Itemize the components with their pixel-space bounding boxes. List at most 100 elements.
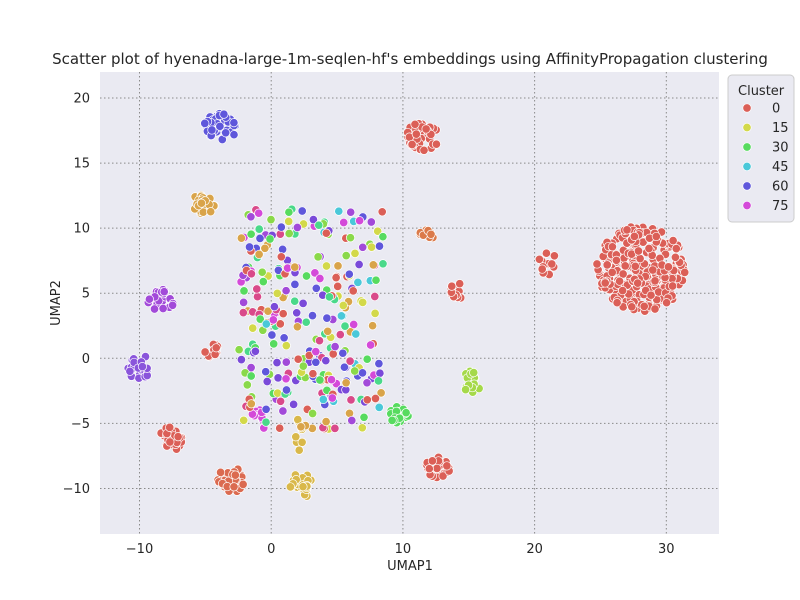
data-point [278, 309, 288, 319]
data-point [266, 215, 276, 225]
x-tick-label: 10 [395, 542, 412, 557]
data-point [455, 279, 465, 289]
data-point [276, 222, 286, 232]
data-point [351, 329, 361, 339]
data-point [345, 233, 356, 243]
data-point [265, 234, 275, 244]
data-point [255, 314, 265, 324]
data-point [281, 286, 291, 296]
data-point [246, 371, 256, 381]
data-point [216, 467, 226, 477]
legend-marker [742, 142, 752, 152]
data-point [615, 276, 625, 286]
data-point [229, 482, 239, 492]
data-point [358, 242, 368, 252]
data-point [239, 415, 249, 425]
data-point [284, 207, 294, 217]
data-point [668, 236, 678, 246]
data-point [314, 336, 325, 346]
data-point [331, 273, 341, 283]
data-point [375, 368, 385, 378]
data-point [248, 323, 258, 333]
data-point [246, 212, 256, 222]
y-tick-label: 5 [82, 287, 90, 302]
y-tick-label: 15 [73, 157, 90, 172]
data-point [297, 206, 307, 216]
legend-marker [742, 122, 752, 133]
legend-marker [742, 181, 752, 191]
data-point [602, 260, 612, 270]
data-point [165, 437, 175, 447]
data-point [290, 262, 300, 272]
data-point [370, 291, 380, 302]
data-point [387, 415, 397, 425]
data-point [273, 388, 283, 398]
data-point [366, 340, 376, 350]
data-point [338, 348, 348, 358]
data-point [373, 376, 384, 386]
data-point [219, 109, 229, 119]
y-tick-label: 10 [73, 222, 90, 237]
data-point [165, 422, 175, 432]
data-point [229, 130, 239, 140]
data-point [357, 368, 368, 378]
data-point [311, 283, 321, 293]
data-point [242, 380, 252, 390]
data-point [355, 216, 365, 226]
legend: Cluster 0 15 30 45 60 75 [727, 74, 795, 223]
data-point [269, 339, 279, 349]
data-point [254, 208, 264, 218]
data-point [447, 281, 457, 291]
data-point [362, 354, 372, 364]
data-point [469, 368, 479, 378]
data-point [662, 298, 672, 308]
data-point [239, 297, 249, 307]
data-point [304, 350, 314, 361]
data-point [207, 125, 217, 135]
data-point [326, 375, 337, 385]
data-point [261, 367, 271, 377]
data-point [278, 244, 288, 254]
x-tick-label: 30 [658, 542, 675, 557]
data-point [244, 242, 255, 252]
data-point [358, 297, 368, 307]
data-point [537, 264, 547, 274]
data-point [347, 415, 357, 426]
data-point [371, 275, 381, 285]
data-point [234, 345, 244, 355]
data-point [289, 399, 299, 409]
data-point [373, 226, 383, 236]
data-point [426, 229, 436, 239]
data-point [350, 366, 360, 376]
data-point [366, 217, 376, 227]
data-point [200, 347, 210, 357]
data-point [401, 408, 411, 418]
data-point [125, 366, 135, 376]
data-point [680, 267, 690, 277]
data-point [549, 251, 559, 261]
data-point [284, 228, 294, 239]
data-points [123, 109, 690, 501]
data-point [315, 375, 325, 385]
data-point [308, 215, 318, 225]
legend-label: 0 [772, 102, 780, 117]
data-point [311, 347, 321, 357]
data-point [336, 311, 346, 321]
data-point [236, 233, 246, 243]
data-point [294, 445, 304, 455]
data-point [611, 255, 621, 265]
data-point [648, 265, 658, 275]
data-point [431, 139, 441, 149]
data-point [260, 243, 270, 253]
data-point [236, 355, 246, 365]
data-point [335, 330, 345, 340]
data-point [341, 378, 351, 388]
x-tick-label: 20 [526, 542, 543, 557]
data-point [327, 393, 337, 403]
data-point [547, 259, 557, 269]
data-point [607, 267, 617, 277]
data-point [346, 395, 356, 405]
data-point [261, 417, 271, 427]
data-point [612, 298, 622, 308]
data-point [281, 357, 291, 367]
